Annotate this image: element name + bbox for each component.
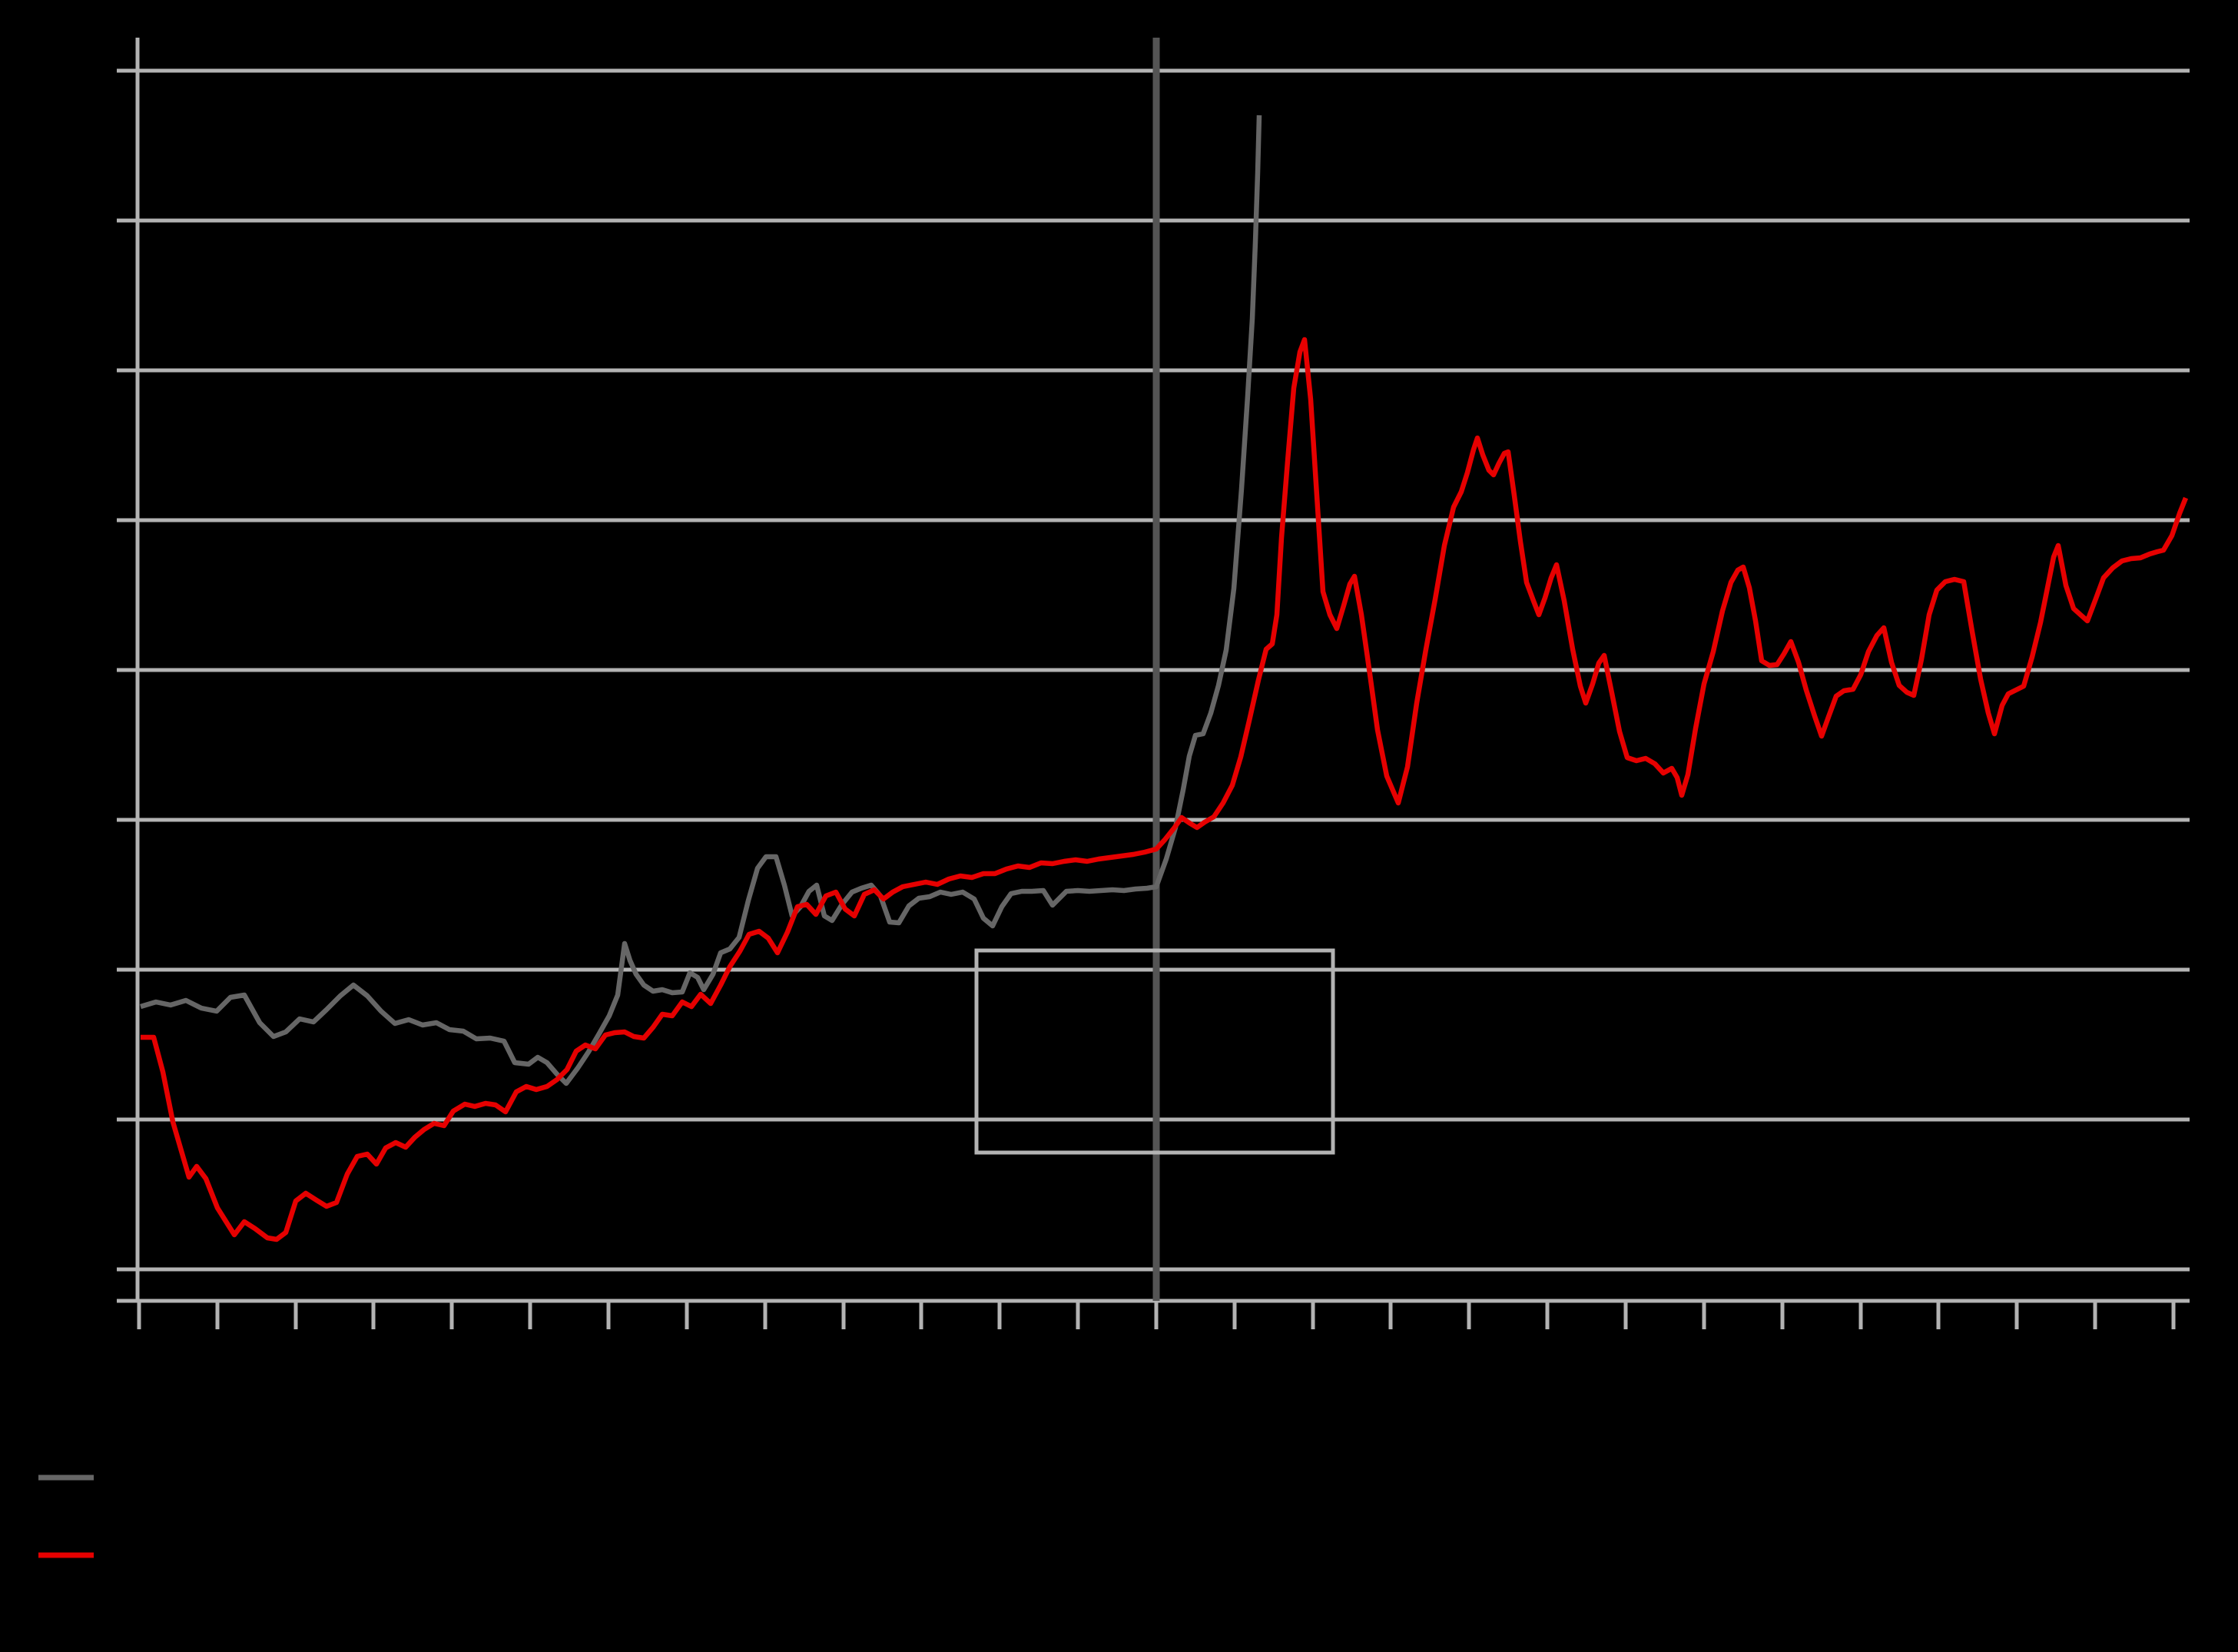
series-gray-line: [140, 114, 1262, 1086]
annotation-box-group: [974, 948, 1335, 1155]
series-red-line: [141, 337, 2189, 1242]
legend: [38, 1475, 94, 1558]
series-lines: [140, 114, 2189, 1242]
x-axis: [117, 1299, 2190, 1329]
annotation-box: [974, 948, 1335, 1155]
